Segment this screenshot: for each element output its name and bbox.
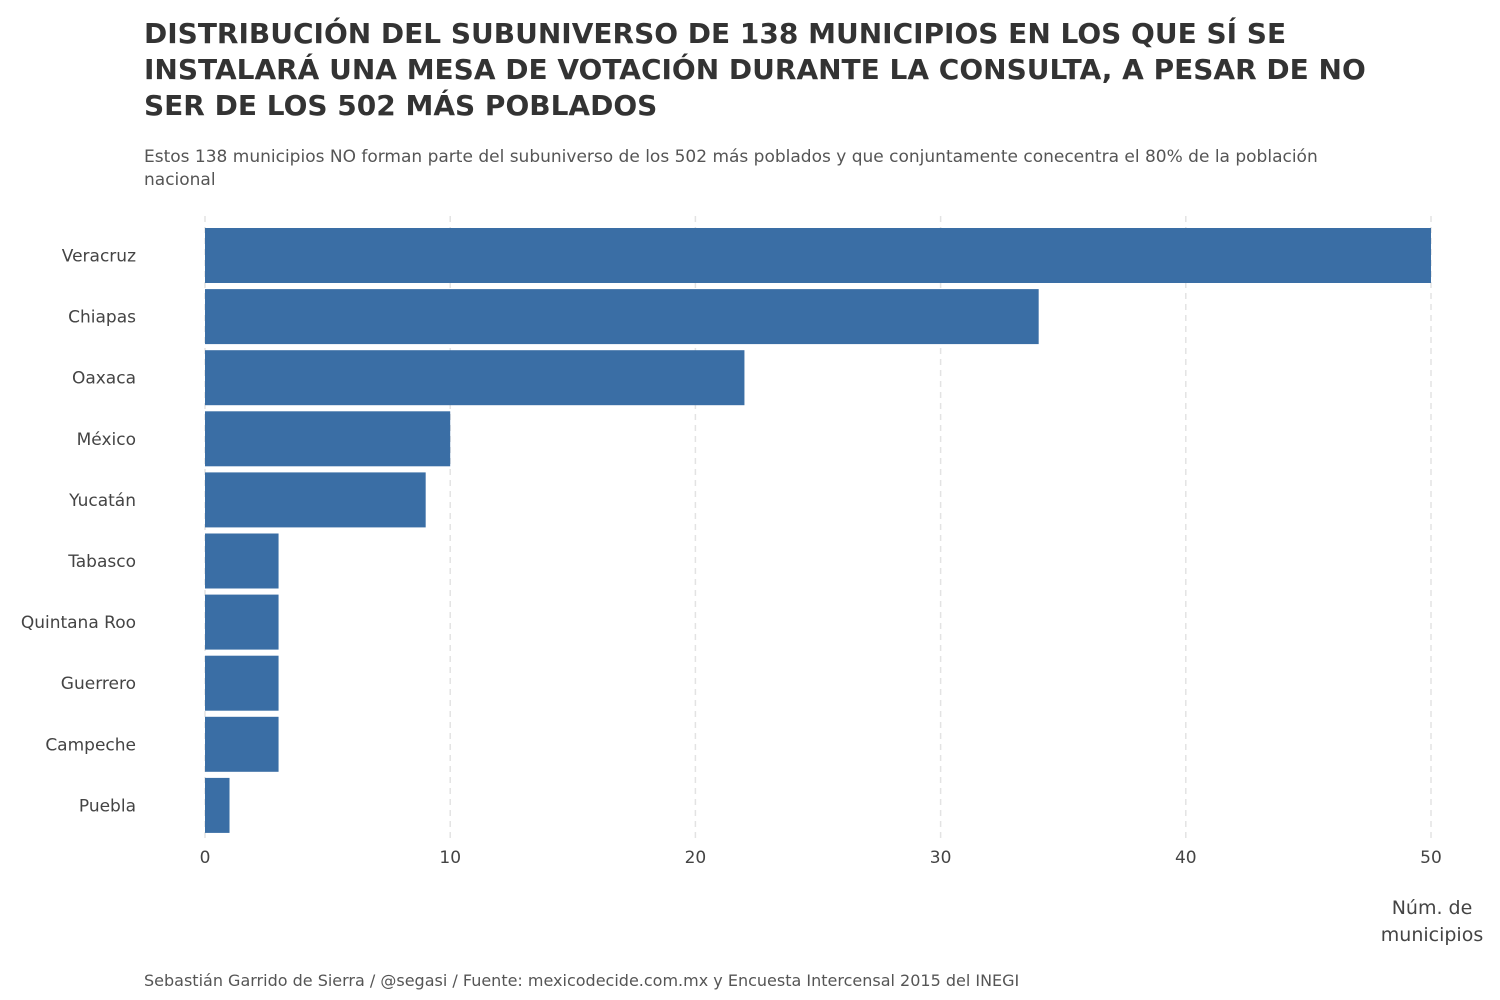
category-label: Oaxaca — [72, 369, 136, 389]
category-label: Chiapas — [68, 308, 136, 328]
bar — [205, 777, 230, 833]
category-label: México — [77, 430, 136, 450]
x-tick-label: 0 — [200, 848, 211, 868]
chart-subtitle: Estos 138 municipios NO forman parte del… — [144, 147, 1318, 190]
x-tick-label: 20 — [685, 848, 707, 868]
bar — [205, 472, 426, 528]
bar — [205, 228, 1431, 283]
bar — [205, 594, 279, 650]
bars — [205, 228, 1431, 833]
category-label: Guerrero — [61, 674, 136, 694]
x-axis-ticks: 0 10 20 30 40 50 — [200, 848, 1442, 868]
chart-title: DISTRIBUCIÓN DEL SUBUNIVERSO DE 138 MUNI… — [144, 17, 1366, 122]
bar — [205, 411, 451, 467]
category-label: Yucatán — [68, 491, 136, 511]
bar — [205, 655, 279, 711]
bar-chart: Veracruz Chiapas Oaxaca México Yucatán Tabasc… — [21, 216, 1483, 946]
bar — [205, 716, 279, 772]
category-label: Puebla — [79, 796, 136, 816]
category-labels: Veracruz Chiapas Oaxaca México Yucatán Tabasc… — [21, 247, 136, 817]
x-tick-label: 40 — [1175, 848, 1197, 868]
x-tick-label: 10 — [439, 848, 461, 868]
category-label: Quintana Roo — [21, 613, 136, 633]
bar — [205, 533, 279, 589]
bar — [205, 350, 745, 406]
category-label: Campeche — [45, 735, 136, 755]
x-axis-label: Núm. de municipios — [1381, 897, 1483, 946]
chart-caption: Sebastián Garrido de Sierra / @segasi / … — [144, 971, 1020, 990]
x-tick-label: 50 — [1420, 848, 1442, 868]
x-tick-label: 30 — [930, 848, 952, 868]
category-label: Veracruz — [62, 247, 136, 267]
bar — [205, 289, 1039, 345]
category-label: Tabasco — [67, 552, 136, 572]
